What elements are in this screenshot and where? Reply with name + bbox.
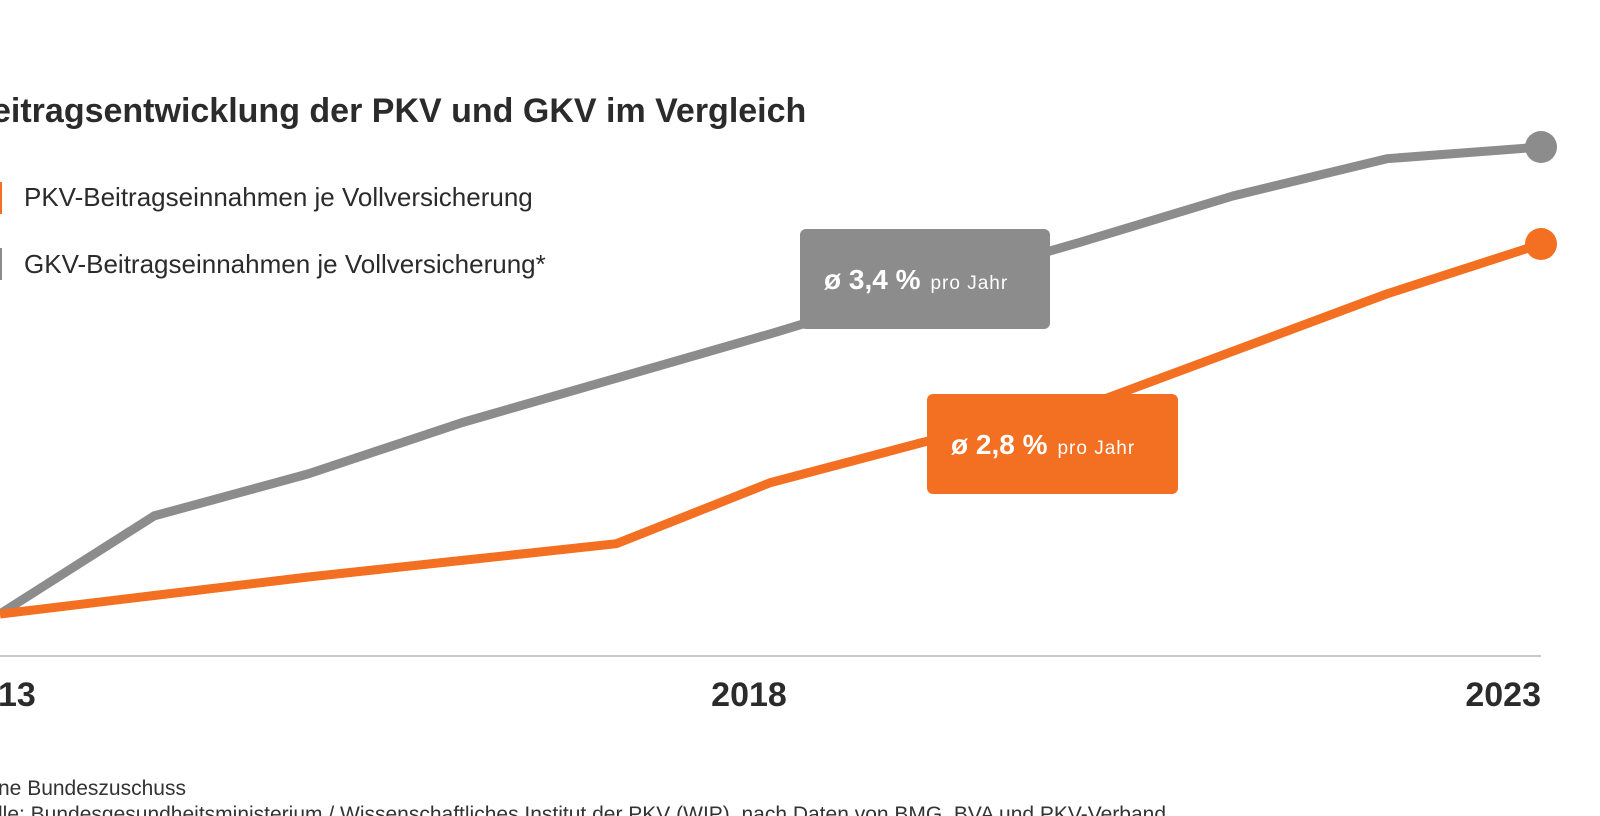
annotation-badge-box-pkv [927, 394, 1178, 494]
annotation-unit-pkv: pro Jahr [1057, 438, 1135, 459]
annotation-text-pkv: ø 2,8 % pro Jahr [951, 429, 1135, 460]
annotation-badge-box-gkv [800, 229, 1050, 329]
series-line-pkv [0, 239, 1543, 619]
series-layer [0, 131, 1557, 619]
x-tick-label-2018: 2018 [711, 676, 787, 714]
legend-swatch-pkv [0, 182, 2, 214]
annotation-badge-pkv: ø 2,8 % pro Jahr [927, 394, 1178, 494]
footnote-asterisk: ne Bundeszuschuss [0, 777, 186, 800]
legend-label-pkv: PKV-Beitragseinnahmen je Vollversicherun… [24, 182, 533, 212]
annotation-value-gkv: ø 3,4 % [824, 264, 921, 295]
legend-label-gkv: GKV-Beitragseinnahmen je Vollversicherun… [24, 249, 546, 279]
x-tick-label-2023: 2023 [1465, 676, 1541, 714]
annotation-layer: ø 3,4 % pro Jahr ø 2,8 % pro Jahr [800, 229, 1178, 494]
legend: PKV-Beitragseinnahmen je Vollversicherun… [0, 182, 546, 280]
annotation-unit-gkv: pro Jahr [930, 273, 1008, 294]
endpoint-marker-gkv [1525, 131, 1557, 163]
x-tick-label-2013: 13 [0, 676, 36, 714]
annotation-text-gkv: ø 3,4 % pro Jahr [824, 264, 1008, 295]
footnote-source: lle: Bundesgesundheitsministerium / Wiss… [0, 803, 1166, 816]
chart-title: eitragsentwicklung der PKV und GKV im Ve… [0, 92, 806, 130]
annotation-badge-gkv: ø 3,4 % pro Jahr [800, 229, 1050, 329]
x-axis-ticks: 13 2018 2023 [0, 676, 1541, 714]
footnotes: ne Bundeszuschuss lle: Bundesgesundheits… [0, 777, 1166, 816]
series-line-gkv [0, 142, 1542, 618]
annotation-value-pkv: ø 2,8 % [951, 429, 1048, 460]
legend-swatch-gkv [0, 248, 2, 280]
endpoint-marker-pkv [1525, 228, 1557, 260]
